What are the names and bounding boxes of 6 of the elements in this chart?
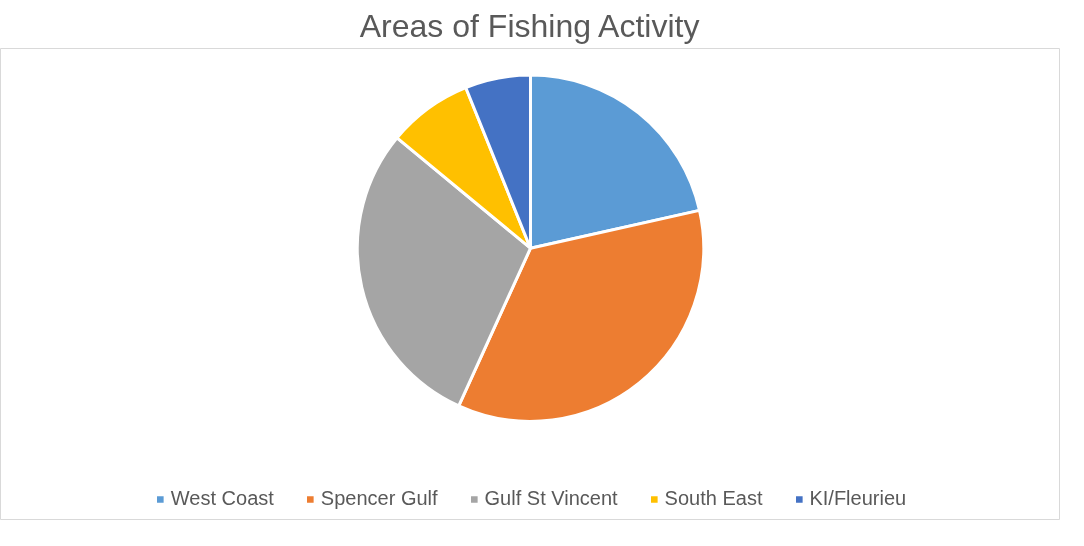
legend-label: Spencer Gulf [320, 487, 438, 510]
legend-label: South East [664, 487, 763, 510]
legend-label: Gulf St Vincent [484, 487, 618, 510]
legend-label: West Coast [170, 487, 274, 510]
legend-label: KI/Fleurieu [809, 487, 907, 510]
chart-title: Areas of Fishing Activity [359, 7, 700, 44]
